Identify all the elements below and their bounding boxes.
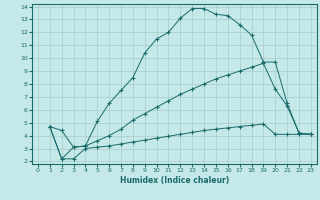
X-axis label: Humidex (Indice chaleur): Humidex (Indice chaleur) [120,176,229,185]
